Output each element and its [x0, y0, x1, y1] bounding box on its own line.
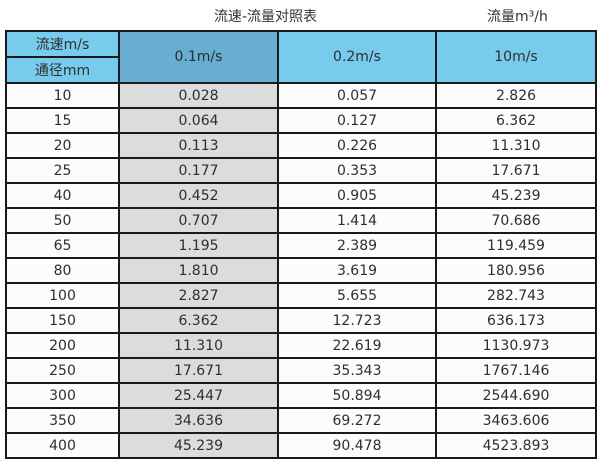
flow-value-cell: 6.362: [435, 107, 597, 134]
diameter-cell: 40: [5, 182, 120, 209]
flow-unit-label: 流量m³/h: [487, 9, 548, 25]
flow-value-cell: 2.826: [435, 82, 597, 109]
flow-value-cell: 6.362: [118, 307, 279, 334]
diameter-cell: 300: [5, 382, 120, 409]
header-col-0-1ms: 0.1m/s: [118, 30, 279, 84]
flow-value-cell: 282.743: [435, 282, 597, 309]
diameter-cell: 15: [5, 107, 120, 134]
flow-value-cell: 0.127: [277, 107, 437, 134]
table-row: 150 6.362 12.723 636.173: [5, 307, 597, 334]
flow-value-cell: 0.905: [277, 182, 437, 209]
flow-value-cell: 3463.606: [435, 407, 597, 434]
table-row: 200 11.310 22.619 1130.973: [5, 332, 597, 359]
header-col-10ms: 10m/s: [435, 30, 597, 84]
flow-value-cell: 0.707: [118, 207, 279, 234]
table-row: 400 45.239 90.478 4523.893: [5, 432, 597, 459]
table-row: 65 1.195 2.389 119.459: [5, 232, 597, 259]
flow-value-cell: 11.310: [435, 132, 597, 159]
diameter-cell: 65: [5, 232, 120, 259]
flow-value-cell: 2.389: [277, 232, 437, 259]
flow-value-cell: 0.064: [118, 107, 279, 134]
flow-value-cell: 1130.973: [435, 332, 597, 359]
flow-value-cell: 1767.146: [435, 357, 597, 384]
diameter-cell: 100: [5, 282, 120, 309]
flow-value-cell: 11.310: [118, 332, 279, 359]
flow-value-cell: 2544.690: [435, 382, 597, 409]
flow-value-cell: 636.173: [435, 307, 597, 334]
flow-value-cell: 35.343: [277, 357, 437, 384]
table-row: 40 0.452 0.905 45.239: [5, 182, 597, 209]
flow-value-cell: 0.028: [118, 82, 279, 109]
table-row: 50 0.707 1.414 70.686: [5, 207, 597, 234]
diameter-cell: 150: [5, 307, 120, 334]
diameter-cell: 50: [5, 207, 120, 234]
flow-value-cell: 90.478: [277, 432, 437, 459]
table-body: 10 0.028 0.057 2.826 15 0.064 0.127 6.362 20 0.11…: [5, 82, 597, 459]
flow-value-cell: 1.195: [118, 232, 279, 259]
flow-value-cell: 0.452: [118, 182, 279, 209]
flow-value-cell: 45.239: [435, 182, 597, 209]
table-row: 250 17.671 35.343 1767.146: [5, 357, 597, 384]
table-row: 25 0.177 0.353 17.671: [5, 157, 597, 184]
table-row: 80 1.810 3.619 180.956: [5, 257, 597, 284]
table-row: 20 0.113 0.226 11.310: [5, 132, 597, 159]
diameter-cell: 25: [5, 157, 120, 184]
diameter-cell: 10: [5, 82, 120, 109]
table-row: 350 34.636 69.272 3463.606: [5, 407, 597, 434]
flow-value-cell: 5.655: [277, 282, 437, 309]
flow-value-cell: 50.894: [277, 382, 437, 409]
flow-value-cell: 22.619: [277, 332, 437, 359]
header-diameter-label: 通径mm: [5, 56, 120, 84]
flow-value-cell: 0.113: [118, 132, 279, 159]
diameter-cell: 20: [5, 132, 120, 159]
header-row-bottom: 通径mm: [5, 56, 596, 84]
flow-value-cell: 0.057: [277, 82, 437, 109]
flow-value-cell: 70.686: [435, 207, 597, 234]
diameter-cell: 200: [5, 332, 120, 359]
flow-value-cell: 17.671: [118, 357, 279, 384]
page-title: 流速-流量对照表: [214, 9, 318, 25]
flow-value-cell: 1.414: [277, 207, 437, 234]
header-velocity-label: 流速m/s: [5, 30, 120, 58]
diameter-cell: 80: [5, 257, 120, 284]
diameter-cell: 400: [5, 432, 120, 459]
flow-value-cell: 0.177: [118, 157, 279, 184]
flow-value-cell: 119.459: [435, 232, 597, 259]
flow-value-cell: 1.810: [118, 257, 279, 284]
flow-value-cell: 34.636: [118, 407, 279, 434]
diameter-cell: 250: [5, 357, 120, 384]
table-row: 10 0.028 0.057 2.826: [5, 82, 597, 109]
header-col-0-2ms: 0.2m/s: [277, 30, 437, 84]
flow-value-cell: 0.353: [277, 157, 437, 184]
flow-value-cell: 2.827: [118, 282, 279, 309]
flow-value-cell: 12.723: [277, 307, 437, 334]
header-row-top: 流速m/s 0.1m/s 0.2m/s 10m/s: [5, 30, 597, 84]
flow-value-cell: 4523.893: [435, 432, 597, 459]
flow-value-cell: 180.956: [435, 257, 597, 284]
table-header: 流速m/s 0.1m/s 0.2m/s 10m/s 通径mm: [5, 30, 597, 84]
table-row: 100 2.827 5.655 282.743: [5, 282, 597, 309]
flow-value-cell: 45.239: [118, 432, 279, 459]
flow-value-cell: 3.619: [277, 257, 437, 284]
flow-value-cell: 0.226: [277, 132, 437, 159]
flow-value-cell: 25.447: [118, 382, 279, 409]
titlebar: 流速-流量对照表 流量m³/h: [0, 0, 600, 30]
flow-value-cell: 69.272: [277, 407, 437, 434]
flow-rate-table: 流速m/s 0.1m/s 0.2m/s 10m/s 通径mm 10 0.028 0.…: [5, 30, 597, 459]
table-row: 15 0.064 0.127 6.362: [5, 107, 597, 134]
flow-value-cell: 17.671: [435, 157, 597, 184]
diameter-cell: 350: [5, 407, 120, 434]
table-row: 300 25.447 50.894 2544.690: [5, 382, 597, 409]
